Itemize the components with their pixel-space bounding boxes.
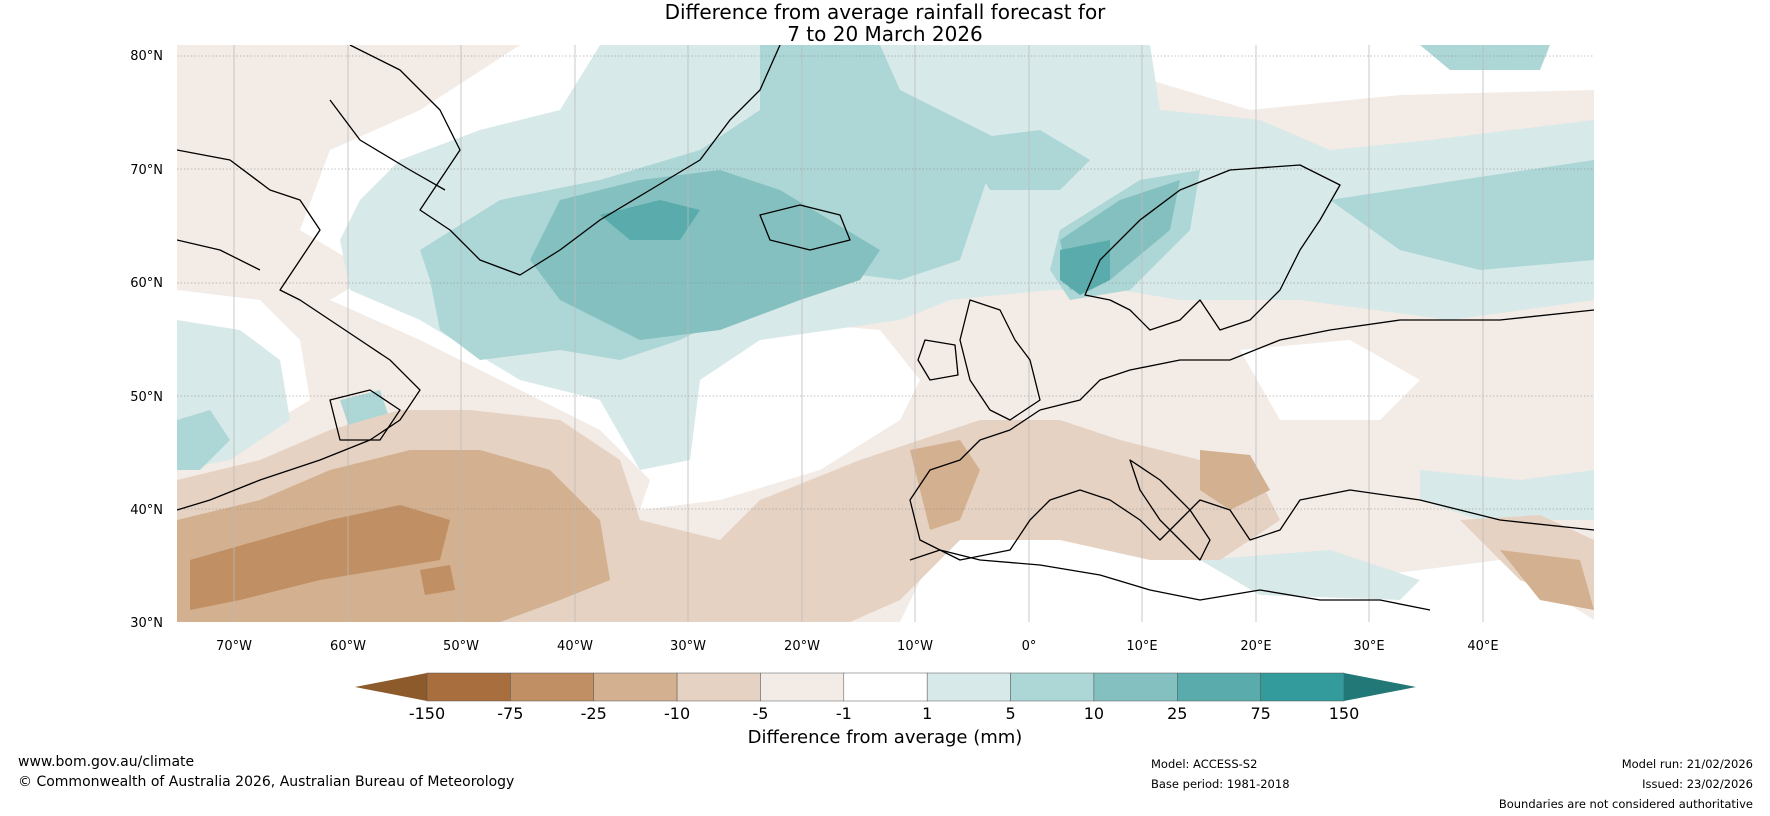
colorbar-segment [676,672,761,702]
contour-wet-25 [600,200,700,240]
lon-label: 0° [1022,639,1037,654]
colorbar-extend-high [1344,673,1416,701]
colorbar-tick-label: -150 [409,704,445,723]
lon-label: 10°W [897,639,933,654]
colorbar-tick-label: -10 [664,704,690,723]
colorbar-tick-label: 150 [1329,704,1360,723]
colorbar-tick-label: 10 [1084,704,1104,723]
website-link[interactable]: www.bom.gov.au/climate [18,754,195,770]
lon-label: 20°E [1240,639,1271,654]
lat-label: 40°N [130,503,163,518]
coastlines [177,45,1594,611]
colorbar-tick-label: 75 [1250,704,1270,723]
longitude-labels: 70°W 60°W 50°W 40°W 30°W 20°W 10°W 0° 10… [216,639,1499,654]
colorbar-segment [510,672,594,702]
colorbar-tick-label: -25 [581,704,607,723]
colorbar-segment [426,672,511,702]
colorbar-segment [1177,672,1261,702]
latitude-labels: 80°N 70°N 60°N 50°N 40°N 30°N [130,49,163,631]
meridians [233,45,1484,622]
colorbar-segment [1093,672,1178,702]
contour-dry-10 [420,565,455,595]
contour-wet-1 [340,45,1594,470]
lat-label: 30°N [130,616,163,631]
base-period-text: Base period: 1981-2018 [1151,777,1290,791]
lon-label: 70°W [216,639,252,654]
model-run-text: Model run: 21/02/2026 [1621,757,1753,771]
colorbar-ticks: -150 -75 -25 -10 -5 -1 1 5 10 25 75 150 [409,704,1359,723]
contour-wet-5 [177,410,230,470]
colorbar-extend-low [355,673,427,701]
lat-label: 80°N [130,49,163,64]
colorbar-segment [760,672,845,702]
contour-wet-1 [1420,470,1594,520]
colorbar-tick-label: -1 [836,704,852,723]
contour-dry-5 [910,440,980,530]
contour-wet-25 [1060,240,1110,295]
contour-wet-5 [960,130,1090,190]
colorbar-tick-label: 25 [1167,704,1187,723]
lon-label: 10°E [1126,639,1157,654]
lon-label: 30°W [670,639,706,654]
lon-label: 30°E [1353,639,1384,654]
contour-wet-5 [1330,160,1594,270]
lon-label: 40°W [557,639,593,654]
colorbar-segment [843,672,928,702]
contour-wet-1 [1200,550,1420,600]
colorbar-tick-label: 5 [1005,704,1015,723]
colorbar-tick-label: 1 [922,704,932,723]
contour-dry-5 [1200,450,1270,510]
colorbar-tick-label: -75 [497,704,523,723]
map-panel [177,45,1594,622]
model-text: Model: ACCESS-S2 [1151,757,1258,771]
contour-dry-5 [1500,550,1594,610]
lat-label: 60°N [130,276,163,291]
lon-label: 20°W [784,639,820,654]
issued-text: Issued: 23/02/2026 [1642,777,1753,791]
copyright-text: © Commonwealth of Australia 2026, Austra… [18,774,515,790]
colorbar-segment [593,672,678,702]
colorbar [355,672,1416,702]
lat-label: 70°N [130,163,163,178]
contour-dry-10 [190,505,450,610]
lon-label: 50°W [443,639,479,654]
colorbar-title: Difference from average (mm) [747,727,1023,748]
graticule [177,55,1594,510]
lat-label: 50°N [130,390,163,405]
contour-neutral [1240,340,1420,420]
colorbar-segment [1260,672,1345,702]
chart-title-line1: Difference from average rainfall forecas… [664,0,1106,24]
lon-label: 40°E [1467,639,1498,654]
colorbar-tick-label: -5 [752,704,768,723]
contour-wet-5 [1420,45,1550,70]
colorbar-segment [926,672,1011,702]
colorbar-segment [1010,672,1095,702]
lon-label: 60°W [330,639,366,654]
disclaimer-text: Boundaries are not considered authoritat… [1498,797,1753,811]
chart-title-line2: 7 to 20 March 2026 [787,22,983,46]
